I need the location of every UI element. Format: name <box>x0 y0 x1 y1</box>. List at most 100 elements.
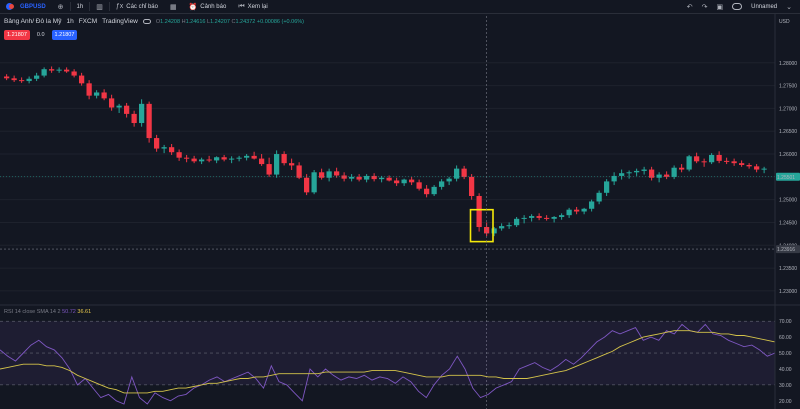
layout-name[interactable]: Unnamed <box>751 3 778 10</box>
candle-body <box>641 169 647 171</box>
price-tick-label: 1.27500 <box>779 84 797 90</box>
templates-button[interactable]: ▦ <box>164 0 183 14</box>
candle-body <box>499 226 505 229</box>
eye-icon[interactable] <box>142 19 151 24</box>
candle-body <box>206 159 212 161</box>
divider <box>89 2 91 11</box>
candle-body <box>154 138 160 149</box>
low-value: 1.24207 <box>210 18 230 25</box>
candle-body <box>176 152 182 158</box>
rsi-tick-label: 40.00 <box>779 367 792 373</box>
candle-body <box>116 105 122 108</box>
candle-body <box>244 155 250 158</box>
interval-button[interactable]: 1h <box>71 0 90 14</box>
redo-icon[interactable]: ↷ <box>701 3 708 11</box>
candle-body <box>701 161 707 163</box>
candle-body <box>619 173 625 176</box>
highlight-box <box>469 208 494 243</box>
high-key: H <box>181 18 186 25</box>
candle-body <box>491 228 497 234</box>
open-value: 1.24208 <box>160 18 181 25</box>
indicators-button[interactable]: ƒx Các chỉ báo <box>110 0 164 14</box>
candle-body <box>56 69 62 71</box>
price-tick-label: 1.23000 <box>779 289 797 295</box>
cloud-save-icon[interactable] <box>732 3 743 10</box>
price-tick-label: 1.26500 <box>779 129 797 135</box>
grid-icon: ▦ <box>169 3 177 11</box>
candle-body <box>656 174 662 178</box>
currency-label: USD <box>779 19 790 25</box>
price-tick-label: 1.23500 <box>779 266 797 272</box>
candle-body <box>401 179 407 184</box>
candle-body <box>476 196 482 228</box>
low-key: L <box>207 18 211 25</box>
candle-body <box>161 147 167 149</box>
rsi-tick-label: 30.00 <box>779 383 792 389</box>
indicators-label: Các chỉ báo <box>126 3 158 10</box>
candle-body <box>394 180 400 184</box>
compare-button[interactable]: ⊕ <box>52 0 70 14</box>
candle-body <box>341 175 347 179</box>
candle-body <box>731 161 737 164</box>
candle-body <box>521 217 527 219</box>
candle-body <box>716 154 722 161</box>
candle-body <box>671 167 677 177</box>
candle-body <box>461 168 467 177</box>
candle-body <box>86 83 92 96</box>
replay-label: Xem lại <box>247 3 268 10</box>
candle-body <box>19 80 25 82</box>
symbol-search[interactable]: GBPUSD <box>0 0 52 14</box>
rsi-tick-label: 70.00 <box>779 319 792 325</box>
candle-body <box>559 215 565 217</box>
candle-body <box>551 216 557 219</box>
sell-button[interactable]: 1.21807 <box>4 30 30 40</box>
candle-body <box>649 169 655 178</box>
candle-body <box>191 158 197 162</box>
crosshair-price-label: 1.23916 <box>777 247 795 253</box>
candle-body <box>214 157 220 161</box>
candle-body <box>454 168 460 179</box>
symbol-title: Bảng Anh/ Đô la Mỹ <box>4 18 62 25</box>
rsi-tick-label: 20.00 <box>779 399 792 405</box>
candle-body <box>506 225 512 227</box>
buy-button[interactable]: 1.21807 <box>51 30 78 40</box>
rsi-tick-label: 50.00 <box>779 351 792 357</box>
current-price-label: 1.25501 <box>777 175 795 181</box>
candle-body <box>439 181 445 187</box>
candle-body <box>424 188 430 195</box>
candle-body <box>34 75 40 79</box>
rsi-tick-label: 60.00 <box>779 335 792 341</box>
candle-body <box>484 227 490 234</box>
candle-body <box>446 178 452 182</box>
candle-body <box>596 192 602 202</box>
candle-body <box>184 157 190 159</box>
candle-body <box>311 172 317 193</box>
candle-body <box>146 103 152 139</box>
replay-button[interactable]: ⏮ Xem lại <box>232 0 273 14</box>
price-tick-label: 1.27000 <box>779 106 797 112</box>
rsi-band <box>0 321 775 385</box>
layout-icon[interactable]: ▣ <box>716 3 724 11</box>
close-value: 1.24372 <box>235 18 256 25</box>
candle-body <box>64 69 70 72</box>
candle-body <box>514 218 520 226</box>
chevron-down-icon[interactable]: ⌄ <box>786 3 792 11</box>
alert-button[interactable]: ⏰ Cảnh báo <box>183 0 233 14</box>
candle-body <box>529 216 535 218</box>
trade-buttons: 1.21807 0.0 1.21807 <box>4 30 78 40</box>
chart-legend: Bảng Anh/ Đô la Mỹ 1h FXCM TradingView O… <box>4 18 304 25</box>
plus-circle-icon: ⊕ <box>57 3 64 11</box>
replay-icon: ⏮ <box>238 2 245 10</box>
candle-body <box>611 175 617 182</box>
candle-body <box>679 167 685 170</box>
undo-icon[interactable]: ↶ <box>686 3 693 11</box>
candle-body <box>761 168 767 170</box>
rsi-line <box>0 323 776 405</box>
candle-body <box>634 170 640 173</box>
candle-body <box>709 154 715 163</box>
divider <box>108 2 110 11</box>
candle-body <box>724 160 730 162</box>
candle-body <box>536 216 542 218</box>
chart-type-button[interactable]: ▥ <box>90 0 109 14</box>
